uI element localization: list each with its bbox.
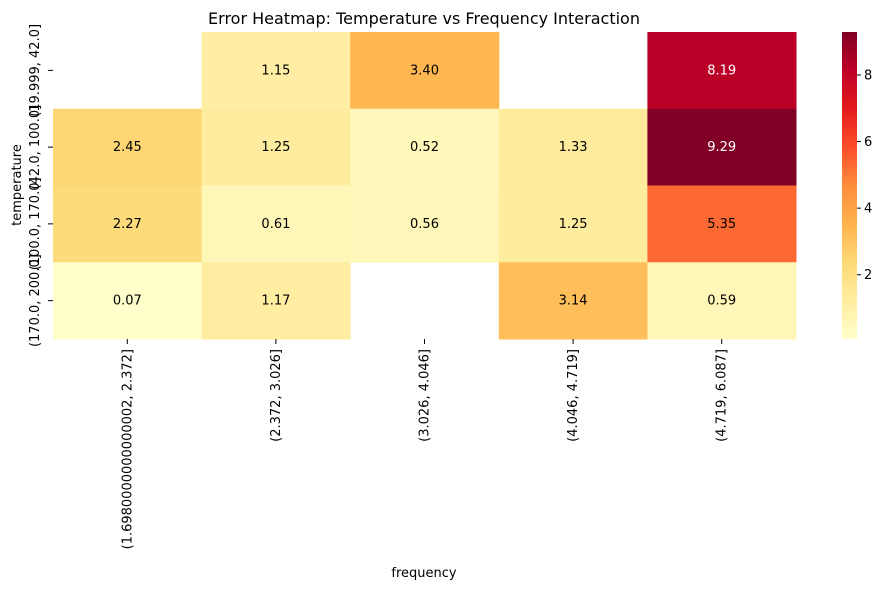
- x-tick-label: (4.046, 4.719]: [566, 349, 581, 442]
- cell-value-label: 2.45: [113, 140, 142, 155]
- cell-value-label: 8.19: [707, 63, 736, 78]
- cell-value-label: 1.15: [261, 63, 290, 78]
- heatmap-cell: [53, 262, 203, 340]
- x-tick-label: (3.026, 4.046]: [418, 349, 433, 442]
- cell-value-label: 0.61: [261, 217, 290, 232]
- heatmap-cell: [201, 32, 351, 110]
- chart-title: Error Heatmap: Temperature vs Frequency …: [208, 9, 640, 28]
- heatmap-cell: [201, 185, 351, 263]
- y-tick-label: (100.0, 170.0]: [28, 177, 43, 270]
- heatmap-cell: [201, 108, 351, 186]
- x-axis-ticks: (1.6980000000000002, 2.372] (2.372, 3.026…: [120, 339, 730, 549]
- colorbar-tick-label: 6: [864, 135, 872, 150]
- heatmap-cell: [350, 185, 500, 263]
- heatmap-cell: [53, 108, 203, 186]
- heatmap-cells: 1.15 3.40 8.19 2.45 1.25 0.52 1.33 9.29 2.27 0.61…: [53, 32, 797, 340]
- cell-value-label: 2.27: [113, 217, 142, 232]
- colorbar-tick-label: 4: [864, 202, 872, 217]
- cell-value-label: 0.52: [410, 140, 439, 155]
- cell-value-label: 0.07: [113, 294, 142, 309]
- cell-value-label: 9.29: [707, 140, 736, 155]
- cell-value-label: 0.56: [410, 217, 439, 232]
- cell-value-label: 1.33: [559, 140, 588, 155]
- heatmap-cell: [201, 262, 351, 340]
- heatmap-cell: [498, 108, 648, 186]
- heatmap-cell: [647, 108, 797, 186]
- cell-value-label: 1.25: [261, 140, 290, 155]
- heatmap-cell: [647, 185, 797, 263]
- heatmap-cell: [350, 108, 500, 186]
- x-axis-label: frequency: [391, 566, 457, 581]
- heatmap-cell: [53, 185, 203, 263]
- cell-value-label: 1.25: [559, 217, 588, 232]
- heatmap-cell: [647, 32, 797, 110]
- cell-value-label: 3.40: [410, 63, 439, 78]
- y-tick-label: (170.0, 200.0]: [28, 254, 43, 347]
- y-axis-label: temperature: [10, 144, 25, 226]
- x-tick-label: (1.6980000000000002, 2.372]: [120, 349, 135, 549]
- y-axis-ticks: (19.999, 42.0](42.0, 100.0](100.0, 170.0…: [28, 24, 53, 347]
- y-tick-label: (42.0, 100.0]: [28, 105, 43, 190]
- colorbar-tick-label: 2: [864, 268, 872, 283]
- cell-value-label: 3.14: [559, 294, 588, 309]
- y-tick-label: (19.999, 42.0]: [28, 24, 43, 117]
- colorbar-ticks: 2 4 6 8: [857, 68, 872, 283]
- heatmap-cell: [350, 32, 500, 110]
- x-tick-label: (4.719, 6.087]: [715, 349, 730, 442]
- cell-value-label: 5.35: [707, 217, 736, 232]
- colorbar: [842, 32, 857, 339]
- cell-value-label: 0.59: [707, 294, 736, 309]
- heatmap-cell: [647, 262, 797, 340]
- x-tick-label: (2.372, 3.026]: [269, 349, 284, 442]
- cell-value-label: 1.17: [261, 294, 290, 309]
- heatmap-cell: [498, 262, 648, 340]
- colorbar-tick-label: 8: [864, 68, 872, 83]
- heatmap-cell: [498, 185, 648, 263]
